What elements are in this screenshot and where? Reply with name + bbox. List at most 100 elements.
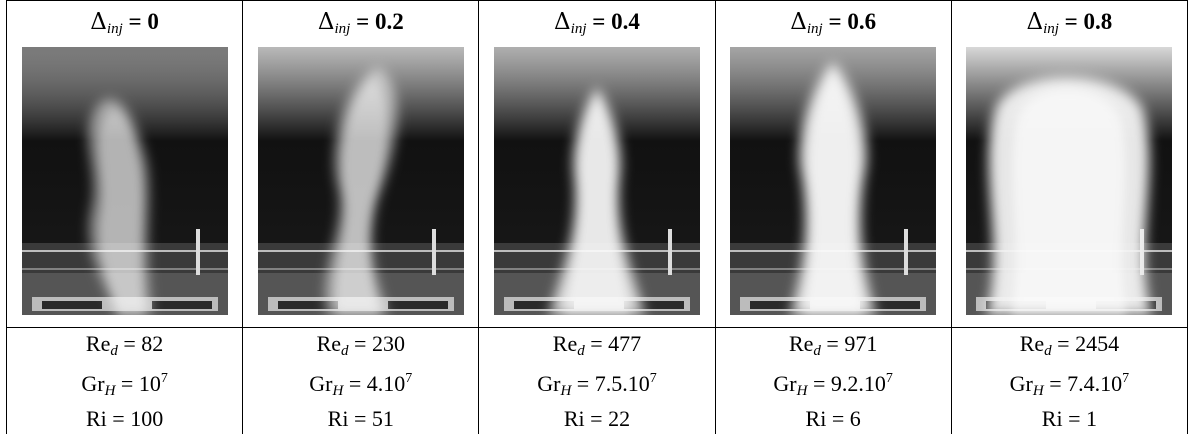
gr-name: Gr (81, 371, 105, 396)
ri-value: 100 (130, 406, 164, 431)
header-cell: Δinj = 0.8 (950, 0, 1189, 45)
plume-photo (257, 47, 464, 315)
re-subscript: d (110, 343, 118, 359)
equals: = (1051, 331, 1076, 356)
richardson-line: Ri = 6 (716, 405, 951, 433)
richardson-line: Ri = 100 (7, 405, 242, 433)
equals: = (350, 8, 375, 34)
gr-name: Gr (537, 371, 561, 396)
equals: = (122, 8, 148, 34)
re-name: Re (788, 331, 814, 356)
delta-subscript: inj (334, 20, 351, 37)
equals: = (584, 406, 609, 431)
grashof-line: GrH = 7.5.107 (479, 365, 714, 405)
equals: = (826, 406, 850, 431)
delta-subscript: inj (806, 20, 823, 37)
gr-exponent: 7 (885, 371, 893, 386)
re-value: 477 (608, 331, 642, 356)
re-value: 971 (844, 331, 878, 356)
plume-photo (730, 47, 937, 315)
grashof-line: GrH = 107 (7, 365, 242, 405)
reynolds-line: Red = 971 (716, 330, 951, 365)
values-cell: Red = 82 GrH = 107 Ri = 100 (5, 327, 244, 434)
richardson-line: Ri = 22 (479, 405, 714, 433)
equals: = (1043, 371, 1068, 396)
ri-name: Ri (327, 406, 349, 431)
header-cell: Δinj = 0 (5, 0, 244, 45)
re-name: Re (316, 331, 342, 356)
delta-subscript: inj (106, 20, 123, 37)
re-subscript: d (1044, 343, 1052, 359)
ri-name: Ri (85, 406, 107, 431)
delta-symbol: Δ (317, 8, 335, 35)
ri-name: Ri (805, 406, 827, 431)
re-subscript: d (813, 343, 821, 359)
figure-table: Δinj = 0 Δinj = 0.2 Δinj = 0.4 Δinj = 0.… (5, 0, 1189, 434)
delta-value: 0 (147, 8, 159, 34)
values-cell: Red = 477 GrH = 7.5.107 Ri = 22 (478, 327, 716, 434)
gr-mantissa: 4.10 (366, 371, 406, 396)
reynolds-line: Red = 230 (243, 330, 478, 365)
header-cell: Δinj = 0.4 (478, 0, 716, 45)
gr-subscript: H (332, 383, 344, 399)
ri-value: 22 (608, 406, 631, 431)
plume-photo (966, 47, 1173, 315)
gr-mantissa: 9.2.10 (830, 371, 886, 396)
gr-exponent: 7 (160, 371, 168, 386)
re-subscript: d (341, 343, 349, 359)
delta-value: 0.8 (1083, 8, 1113, 34)
gr-exponent: 7 (649, 371, 657, 386)
delta-symbol: Δ (90, 8, 107, 35)
ri-name: Ri (563, 406, 585, 431)
header-cell: Δinj = 0.6 (714, 0, 952, 45)
reynolds-line: Red = 477 (479, 330, 714, 365)
values-cell: Red = 971 GrH = 9.2.107 Ri = 6 (714, 327, 952, 434)
ri-value: 1 (1085, 406, 1097, 431)
equals: = (106, 406, 131, 431)
reynolds-line: Red = 82 (7, 330, 242, 365)
equals: = (117, 331, 142, 356)
gr-exponent: 7 (1122, 371, 1130, 386)
delta-symbol: Δ (554, 8, 571, 35)
plume-photo (21, 47, 228, 315)
richardson-line: Ri = 1 (952, 405, 1187, 433)
image-cell (242, 45, 480, 328)
plume-photo (493, 47, 700, 315)
gr-mantissa: 7.4.10 (1067, 371, 1123, 396)
gr-subscript: H (560, 383, 572, 399)
equals: = (571, 371, 595, 396)
equals: = (584, 331, 609, 356)
gr-subscript: H (104, 383, 116, 399)
image-cell (950, 45, 1189, 328)
image-cell (5, 45, 244, 328)
grashof-line: GrH = 9.2.107 (716, 365, 951, 405)
re-value: 2454 (1075, 331, 1120, 356)
re-name: Re (552, 331, 578, 356)
header-cell: Δinj = 0.2 (242, 0, 480, 45)
delta-value: 0.2 (374, 8, 404, 34)
gr-exponent: 7 (405, 371, 413, 386)
ri-value: 51 (371, 406, 394, 431)
re-name: Re (1019, 331, 1045, 356)
delta-symbol: Δ (1026, 8, 1044, 35)
gr-subscript: H (796, 383, 808, 399)
equals: = (820, 331, 845, 356)
re-subscript: d (577, 343, 585, 359)
delta-symbol: Δ (790, 8, 807, 35)
values-cell: Red = 230 GrH = 4.107 Ri = 51 (242, 327, 480, 434)
equals: = (348, 406, 372, 431)
gr-subscript: H (1032, 383, 1044, 399)
gr-mantissa: 7.5.10 (594, 371, 650, 396)
equals: = (115, 371, 139, 396)
equals: = (348, 331, 372, 356)
grashof-line: GrH = 4.107 (243, 365, 478, 405)
image-row (5, 45, 1189, 328)
delta-subscript: inj (1043, 20, 1059, 37)
re-name: Re (85, 331, 111, 356)
values-cell: Red = 2454 GrH = 7.4.107 Ri = 1 (950, 327, 1189, 434)
equals: = (807, 371, 831, 396)
re-value: 230 (371, 331, 405, 356)
delta-subscript: inj (570, 20, 587, 37)
image-cell (714, 45, 952, 328)
equals: = (586, 8, 612, 34)
